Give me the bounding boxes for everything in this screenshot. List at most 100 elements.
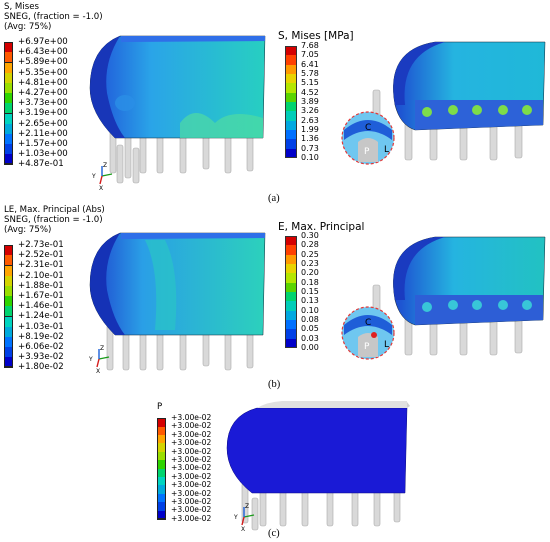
legend-value: +2.11e+00 bbox=[18, 128, 68, 139]
colorbar-tick-label: 5.78 bbox=[301, 69, 319, 78]
colorbar-tick-label: 1.36 bbox=[301, 134, 319, 144]
colorbar-band bbox=[285, 74, 297, 84]
colorbar-tick-label: 0.28 bbox=[301, 240, 319, 250]
legend-value: +5.89e+00 bbox=[18, 57, 68, 68]
svg-text:Y: Y bbox=[91, 173, 96, 180]
legend-a-header-line2: SNEG, (fraction = -1.0) bbox=[4, 12, 103, 22]
colorbar-tick-label: 0.25 bbox=[301, 249, 319, 259]
legend-value: +3.00e-02 bbox=[171, 421, 212, 431]
legend-a-header-line3: (Avg: 75%) bbox=[4, 22, 52, 32]
colorbar-tick-label: 7.05 bbox=[301, 50, 319, 60]
colorbar-tick-label: 0.00 bbox=[301, 343, 319, 352]
colorbar-band bbox=[285, 329, 297, 339]
inset-a-label-c: C bbox=[365, 123, 371, 133]
legend-swatch bbox=[4, 357, 13, 369]
legend-value: +3.00e-02 bbox=[171, 438, 212, 448]
legend-value: +8.19e-02 bbox=[18, 331, 64, 342]
legend-value: +2.73e-01 bbox=[18, 240, 64, 250]
colorbar-tick-label: 5.15 bbox=[301, 78, 319, 88]
legend-value: +1.67e-01 bbox=[18, 291, 64, 301]
inset-b-label-p: P bbox=[364, 342, 370, 352]
colorbar-tick-label: 3.89 bbox=[301, 97, 319, 106]
legend-value: +3.00e-02 bbox=[171, 463, 212, 473]
colorbar-band bbox=[285, 130, 297, 140]
colorbar-band bbox=[285, 236, 297, 246]
colorbar-tick-label: 0.73 bbox=[301, 143, 319, 153]
inset-a-label-p: P bbox=[364, 147, 370, 157]
colorbar-tick-label: 3.26 bbox=[301, 106, 319, 116]
legend-swatch bbox=[4, 154, 13, 166]
legend-value: +3.00e-02 bbox=[171, 429, 212, 439]
inset-a-label-l: L bbox=[384, 145, 389, 155]
triad-a: Y Z X bbox=[91, 162, 113, 192]
colorbar-tick-label: 1.99 bbox=[301, 125, 319, 134]
triad-b: Y Z X bbox=[88, 345, 110, 375]
colorbar-tick-label: 4.52 bbox=[301, 87, 319, 97]
svg-text:X: X bbox=[241, 526, 245, 533]
colorbar-band bbox=[285, 139, 297, 149]
model-c bbox=[226, 401, 410, 531]
colorbar-band bbox=[285, 148, 297, 158]
pillars-a-left bbox=[109, 127, 254, 184]
svg-text:Z: Z bbox=[245, 503, 249, 510]
legend-value: +3.73e+00 bbox=[18, 98, 68, 109]
legend-value: +5.35e+00 bbox=[18, 67, 68, 78]
svg-text:Z: Z bbox=[103, 162, 107, 169]
colorbar-band bbox=[285, 310, 297, 320]
colorbar-tick-label: 0.10 bbox=[301, 153, 319, 162]
legend-b-header-line3: (Avg: 75%) bbox=[4, 225, 52, 235]
legend-value: +3.00e-02 bbox=[171, 413, 212, 422]
colorbar-frame bbox=[285, 46, 297, 158]
legend-frame bbox=[4, 42, 13, 165]
legend-value: +3.00e-02 bbox=[171, 513, 212, 523]
colorbar-frame bbox=[285, 236, 297, 348]
colorbar-band bbox=[285, 83, 297, 93]
colorbar-tick-label: 0.03 bbox=[301, 333, 319, 343]
legend-value: +3.00e-02 bbox=[171, 471, 212, 481]
legend-value: +2.65e+00 bbox=[18, 118, 68, 129]
colorbar-band bbox=[285, 301, 297, 311]
legend-a-header-line1: S, Mises bbox=[4, 2, 39, 12]
colorbar-tick-label: 0.23 bbox=[301, 259, 319, 268]
colorbar-band bbox=[285, 120, 297, 130]
legend-c-header: P bbox=[157, 402, 163, 412]
colorbar-tick-label: 7.68 bbox=[301, 41, 319, 50]
colorbar-tick-label: 2.63 bbox=[301, 115, 319, 125]
legend-value: +4.81e+00 bbox=[18, 77, 68, 88]
colorbar-tick-label: 0.18 bbox=[301, 277, 319, 287]
colorbar-b: 0.30 0.28 0.25 0.23 0.20 0.18 0.15 0.13 0.10 0.08… bbox=[285, 231, 345, 352]
legend-value: +3.00e-02 bbox=[171, 480, 212, 490]
legend-c: +3.00e-02 +3.00e-02 +3.00e-02 +3.00e-02 +3.0… bbox=[157, 413, 267, 524]
colorbar-a: 7.68 7.05 6.41 5.78 5.15 4.52 3.89 3.26 2.63 1.99… bbox=[285, 41, 345, 162]
panel-a-label: (a) bbox=[268, 193, 280, 204]
legend-value: +4.27e+00 bbox=[18, 88, 68, 98]
legend-value: +3.00e-02 bbox=[171, 488, 212, 498]
legend-value: +2.52e-01 bbox=[18, 250, 64, 261]
colorbar-tick-label: 0.13 bbox=[301, 296, 319, 306]
inset-b-label-c: C bbox=[365, 318, 371, 328]
legend-value: +1.24e-01 bbox=[18, 311, 64, 322]
legend-b-header-line2: SNEG, (fraction = -1.0) bbox=[4, 215, 103, 225]
legend-value: +3.00e-02 bbox=[171, 446, 212, 456]
colorbar-band bbox=[285, 46, 297, 56]
colorbar-band bbox=[285, 55, 297, 65]
model-a-left bbox=[89, 35, 266, 184]
colorbar-band bbox=[285, 102, 297, 112]
legend-value: +6.06e-02 bbox=[18, 342, 64, 352]
colorbar-a-title: S, Mises [MPa] bbox=[278, 30, 354, 42]
colorbar-band bbox=[285, 245, 297, 255]
svg-text:Y: Y bbox=[88, 356, 93, 363]
legend-value: +4.87e-01 bbox=[18, 159, 64, 170]
inset-b-label-l: L bbox=[384, 340, 389, 350]
panel-c-label: (c) bbox=[268, 528, 280, 539]
colorbar-tick-label: 0.08 bbox=[301, 315, 319, 324]
legend-value: +2.10e-01 bbox=[18, 270, 64, 281]
legend-value: +1.57e+00 bbox=[18, 139, 68, 149]
legend-value: +3.00e-02 bbox=[171, 455, 212, 464]
legend-value: +1.80e-02 bbox=[18, 362, 64, 373]
colorbar-tick-label: 6.41 bbox=[301, 59, 319, 69]
svg-text:Z: Z bbox=[100, 345, 104, 352]
colorbar-band bbox=[285, 282, 297, 292]
legend-value: +3.93e-02 bbox=[18, 352, 64, 363]
colorbar-band bbox=[285, 92, 297, 102]
